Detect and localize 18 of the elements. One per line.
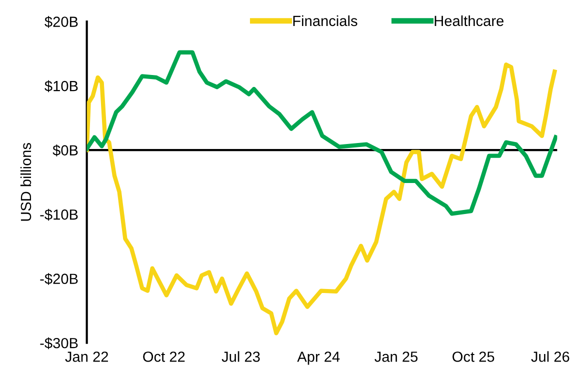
x-tick-label: Jul 23 [222,351,260,362]
legend-label: Financials [293,15,358,26]
x-tick-label: Oct 22 [143,352,185,362]
y-tick-label: $10B [44,80,78,92]
x-tick-label: Jan 22 [65,352,108,362]
line-series [86,50,558,216]
x-tick-label: Jan 25 [374,352,418,362]
y-tick-label: -$20B [40,273,78,285]
x-tick-label: Oct 25 [452,352,494,362]
x-tick-label: Jul 26 [531,351,570,362]
y-tick-label: -$10B [40,208,78,221]
line-series [86,62,557,336]
legend-label: Healthcare [434,15,504,26]
y-tick-label: $0B [52,144,78,156]
y-axis-title: USD billions [20,143,32,221]
y-tick-label: $20B [44,16,78,28]
x-tick-label: Apr 24 [297,352,340,365]
y-tick-label: -$30B [40,337,78,350]
